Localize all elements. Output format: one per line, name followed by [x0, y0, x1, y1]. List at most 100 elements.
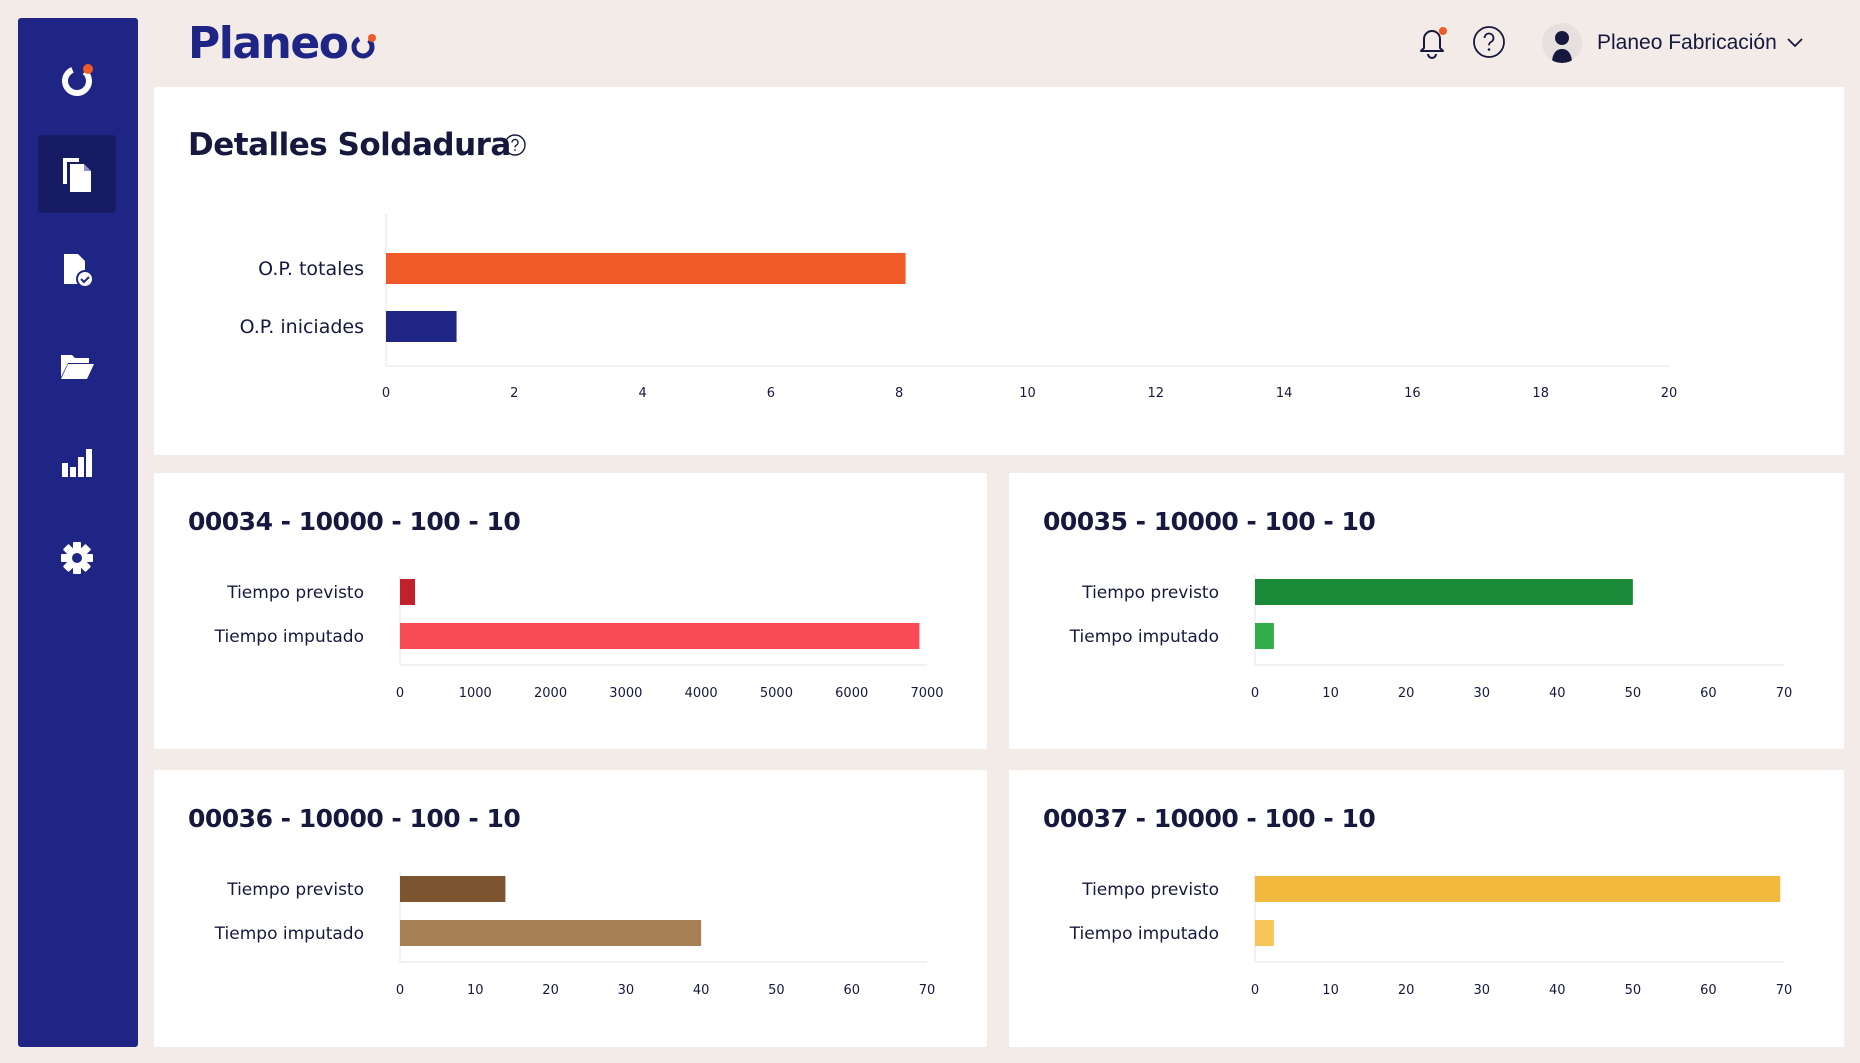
planeo-logo-icon[interactable]	[58, 60, 98, 100]
brand-logo[interactable]: Planeo	[188, 17, 379, 69]
category-label: Tiempo previsto	[1081, 583, 1219, 603]
x-tick-label: 2000	[534, 686, 567, 701]
order-card-title: 00034 - 10000 - 100 - 10	[188, 507, 521, 536]
sidebar-item-folders[interactable]	[38, 327, 116, 405]
bar-second[interactable]	[400, 623, 920, 649]
x-tick-label: 40	[693, 983, 710, 998]
x-tick-label: 4	[638, 386, 646, 401]
sidebar-item-settings[interactable]	[38, 519, 116, 597]
x-tick-label: 30	[1473, 686, 1490, 701]
x-tick-label: 3000	[609, 686, 642, 701]
x-tick-label: 50	[1625, 686, 1642, 701]
x-tick-label: 50	[768, 983, 785, 998]
user-name: Planeo Fabricación	[1597, 31, 1777, 54]
category-label: Tiempo previsto	[226, 880, 364, 900]
help-icon[interactable]	[1471, 24, 1507, 60]
chevron-down-icon	[1787, 38, 1803, 48]
x-tick-label: 2	[510, 386, 518, 401]
x-tick-label: 20	[1661, 386, 1678, 401]
category-label: Tiempo imputado	[214, 627, 364, 647]
notifications-bell-icon[interactable]	[1414, 24, 1450, 60]
brand-mark-icon	[351, 34, 377, 59]
x-tick-label: 6	[767, 386, 775, 401]
x-tick-label: 30	[618, 983, 635, 998]
bar-second[interactable]	[400, 920, 702, 946]
x-tick-label: 16	[1404, 386, 1421, 401]
x-tick-label: 50	[1625, 983, 1642, 998]
x-tick-label: 18	[1532, 386, 1549, 401]
x-tick-label: 60	[843, 983, 860, 998]
order-time-chart: Tiempo previsto Tiempo imputado 0 10 20 30 40 5…	[1069, 575, 1793, 701]
x-tick-label: 10	[1322, 983, 1339, 998]
x-tick-label: 20	[1398, 686, 1415, 701]
title-help-icon[interactable]	[503, 133, 527, 157]
x-tick-label: 1000	[459, 686, 492, 701]
x-tick-label: 8	[895, 386, 903, 401]
order-card-title: 00036 - 10000 - 100 - 10	[188, 804, 521, 833]
x-tick-label: 30	[1473, 983, 1490, 998]
x-tick-label: 20	[542, 983, 559, 998]
x-tick-label: 20	[1398, 983, 1415, 998]
order-card-00035: 00035 - 10000 - 100 - 10 Tiempo previsto…	[1009, 473, 1844, 749]
x-tick-label: 10	[467, 983, 484, 998]
x-tick-label: 10	[1322, 686, 1339, 701]
order-time-chart: Tiempo previsto Tiempo imputado 0 10 20 30 40 5…	[1069, 872, 1793, 998]
summary-card: Detalles Soldadura O.P. totales O.P. inic…	[154, 87, 1844, 455]
x-tick-label: 0	[1251, 983, 1259, 998]
order-card-title: 00035 - 10000 - 100 - 10	[1043, 507, 1376, 536]
x-tick-label: 70	[1776, 686, 1793, 701]
x-tick-label: 70	[919, 983, 936, 998]
category-label: O.P. totales	[258, 258, 364, 280]
bar-second[interactable]	[386, 311, 457, 342]
x-tick-label: 10	[1019, 386, 1036, 401]
category-label: Tiempo imputado	[214, 924, 364, 944]
bar-second[interactable]	[1255, 623, 1274, 649]
x-tick-label: 4000	[685, 686, 718, 701]
x-tick-label: 60	[1700, 983, 1717, 998]
order-card-00034: 00034 - 10000 - 100 - 10 Tiempo previsto…	[154, 473, 987, 749]
x-tick-label: 12	[1148, 386, 1165, 401]
bar-first[interactable]	[400, 579, 416, 605]
folder-open-icon	[61, 355, 94, 379]
x-tick-label: 60	[1700, 686, 1717, 701]
bar-first[interactable]	[386, 253, 906, 284]
x-tick-label: 0	[1251, 686, 1259, 701]
x-tick-label: 14	[1276, 386, 1293, 401]
x-tick-label: 7000	[910, 686, 943, 701]
x-tick-label: 0	[382, 386, 390, 401]
sidebar	[18, 18, 138, 1047]
clipboard-copy-icon	[63, 158, 91, 192]
order-time-chart: Tiempo previsto Tiempo imputado 0 1000 2000 3…	[214, 575, 944, 701]
order-card-00036: 00036 - 10000 - 100 - 10 Tiempo previsto…	[154, 770, 987, 1047]
avatar	[1542, 23, 1582, 63]
x-tick-label: 0	[396, 983, 404, 998]
order-time-chart: Tiempo previsto Tiempo imputado 0 10 20 30 40 5…	[214, 872, 936, 998]
x-tick-label: 70	[1776, 983, 1793, 998]
order-card-00037: 00037 - 10000 - 100 - 10 Tiempo previsto…	[1009, 770, 1844, 1047]
sidebar-item-reports[interactable]	[38, 423, 116, 501]
op-summary-chart: O.P. totales O.P. iniciades 0 2 4 6 8 10 12 14 16 1…	[240, 214, 1678, 401]
x-tick-label: 5000	[760, 686, 793, 701]
category-label: O.P. iniciades	[240, 316, 364, 338]
bar-chart-icon	[62, 449, 92, 477]
sidebar-item-orders[interactable]	[38, 135, 116, 213]
x-tick-label: 40	[1549, 686, 1566, 701]
bar-first[interactable]	[1255, 876, 1781, 902]
x-tick-label: 0	[396, 686, 404, 701]
x-tick-label: 40	[1549, 983, 1566, 998]
bar-second[interactable]	[1255, 920, 1274, 946]
gear-icon	[61, 542, 93, 574]
document-check-icon	[64, 254, 94, 288]
bar-first[interactable]	[1255, 579, 1633, 605]
bar-first[interactable]	[400, 876, 506, 902]
category-label: Tiempo previsto	[226, 583, 364, 603]
category-label: Tiempo imputado	[1069, 924, 1219, 944]
order-card-title: 00037 - 10000 - 100 - 10	[1043, 804, 1376, 833]
category-label: Tiempo previsto	[1081, 880, 1219, 900]
brand-name: Planeo	[188, 17, 349, 69]
sidebar-item-documents[interactable]	[38, 231, 116, 309]
user-silhouette-icon	[1552, 31, 1572, 63]
user-menu[interactable]: Planeo Fabricación	[1542, 22, 1803, 64]
category-label: Tiempo imputado	[1069, 627, 1219, 647]
x-tick-label: 6000	[835, 686, 868, 701]
